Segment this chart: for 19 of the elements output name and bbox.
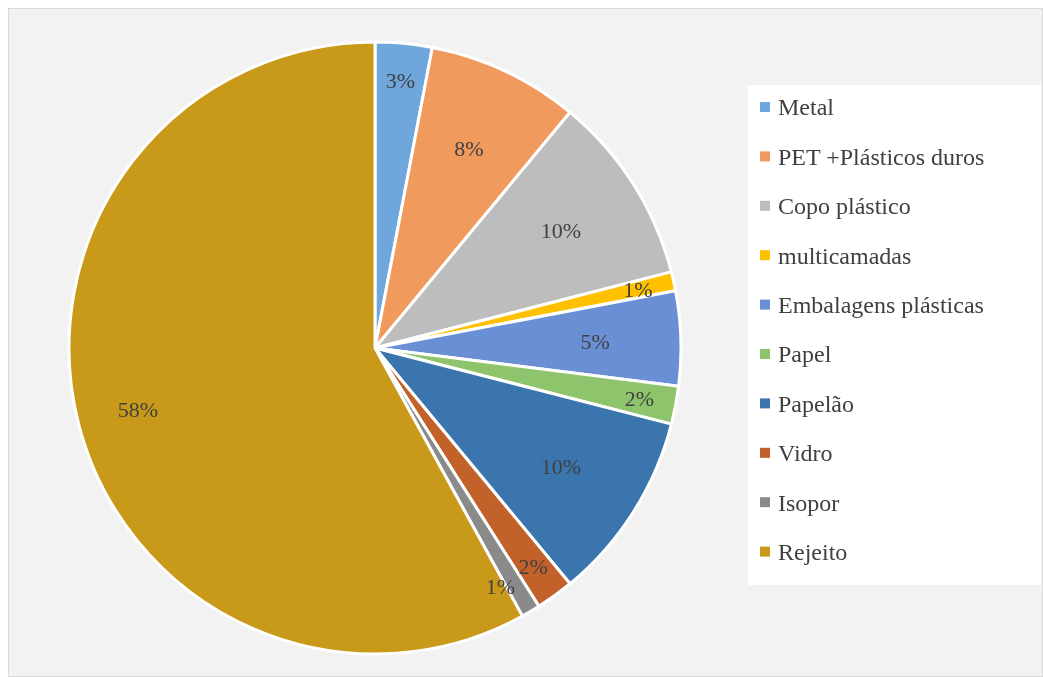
legend-label: Papel [778,341,832,368]
data-label: 10% [540,217,582,243]
legend-label: PET +Plásticos duros [778,143,985,170]
legend-label: Isopor [778,489,840,516]
data-label: 2% [518,553,548,579]
data-label: 5% [580,328,610,354]
data-label: 3% [385,67,416,93]
legend-label: Papelão [778,390,854,417]
data-label: 1% [623,276,653,302]
data-label: 10% [540,453,582,479]
legend-label: Embalagens plásticas [778,292,984,318]
legend-label: multicamadas [778,242,912,269]
data-label: 8% [454,136,484,162]
legend-label: Vidro [778,440,833,467]
data-label: 58% [117,396,159,422]
legend-label: Copo plástico [778,193,911,220]
data-label: 2% [624,386,655,412]
legend-label: Metal [778,94,835,121]
legend-label: Rejeito [778,539,848,565]
